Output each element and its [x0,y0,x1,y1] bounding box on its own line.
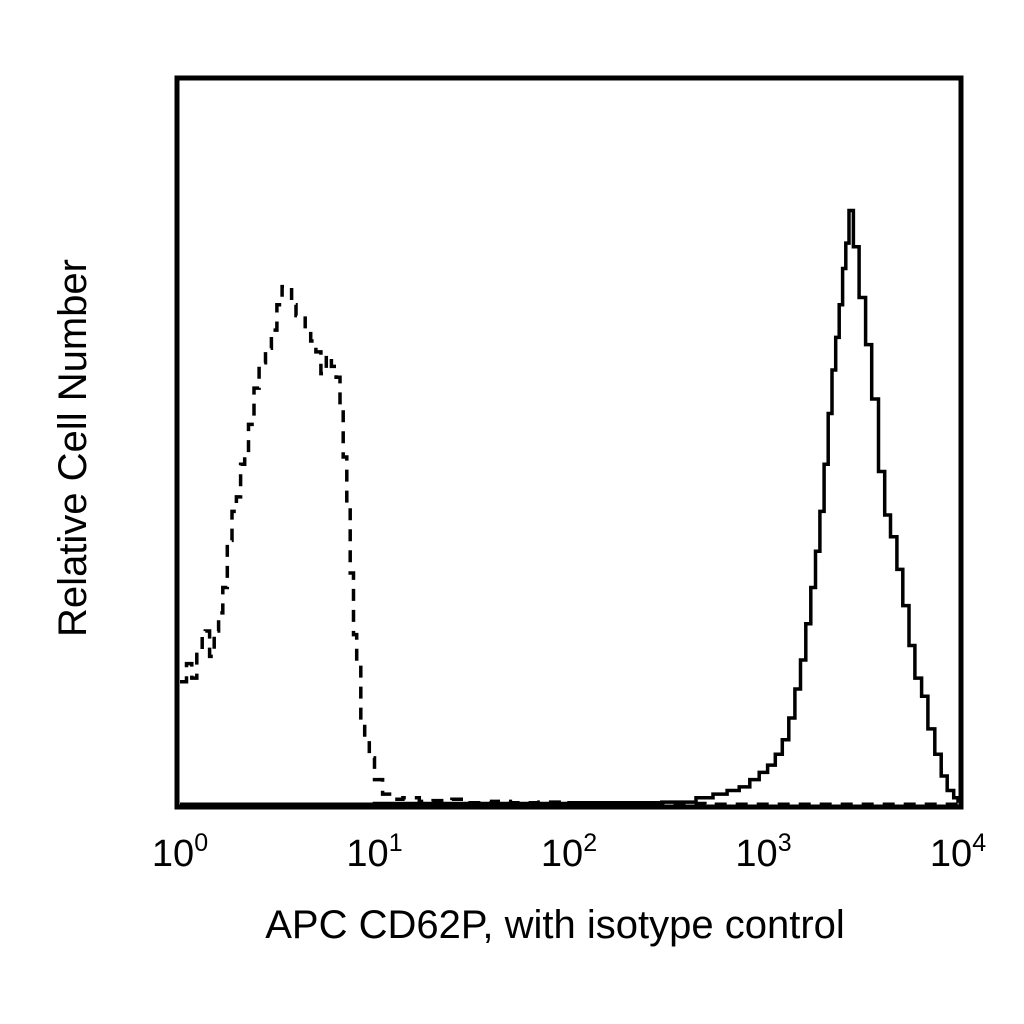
plot-frame [174,75,964,810]
x-tick-label: 101 [346,829,402,875]
cd62p-series [180,208,960,807]
x-tick-label: 102 [541,829,597,875]
x-tick-label: 100 [152,829,208,875]
x-tick-labels: 100 101 102 103 104 [152,829,986,875]
y-axis-label: Relative Cell Number [51,259,95,637]
x-axis-label: APC CD62P, with isotype control [265,903,845,947]
series-layer [180,208,960,807]
x-tick-label: 103 [735,829,791,875]
isotype-control-series [180,284,958,807]
x-tick-label: 104 [930,829,986,875]
